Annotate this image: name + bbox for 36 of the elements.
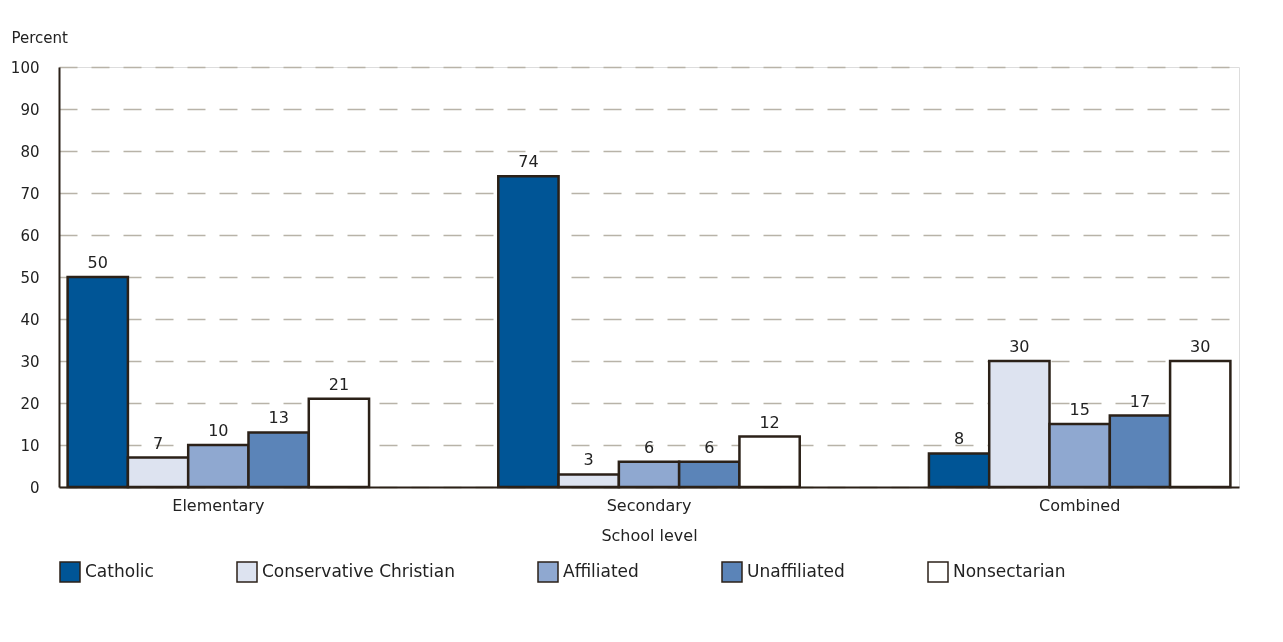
data-label: 3 <box>583 450 594 470</box>
x-tick-label: Combined <box>1039 495 1121 515</box>
data-label: 74 <box>518 152 539 172</box>
legend-label: Conservative Christian <box>262 561 455 581</box>
y-tick-label: 70 <box>20 184 40 203</box>
y-tick-label: 40 <box>20 310 40 329</box>
x-axis-title: School level <box>601 525 698 545</box>
x-tick-label: Secondary <box>606 495 692 515</box>
y-axis-title: Percent <box>11 28 69 47</box>
y-tick-label: 80 <box>20 142 40 161</box>
data-label: 21 <box>328 374 350 394</box>
data-label: 6 <box>704 437 715 457</box>
data-label: 30 <box>1009 337 1030 356</box>
legend-label: Nonsectarian <box>953 561 1066 581</box>
x-tick-label: Elementary <box>172 495 265 515</box>
y-tick-label: 100 <box>10 58 40 77</box>
legend-label: Unaffiliated <box>747 561 845 581</box>
data-label: 12 <box>759 412 780 432</box>
legend-label: Catholic <box>85 561 154 581</box>
y-tick-label: 20 <box>20 394 40 413</box>
data-label: 6 <box>643 437 655 457</box>
data-label: 8 <box>953 429 965 449</box>
y-tick-label: 10 <box>20 436 40 455</box>
legend-label: Affiliated <box>563 561 639 581</box>
data-label: 13 <box>268 408 289 428</box>
y-tick-label: 50 <box>20 268 40 287</box>
data-label: 30 <box>1190 337 1211 356</box>
y-tick-label: 30 <box>20 352 40 371</box>
data-label: 7 <box>152 433 164 453</box>
y-tick-label: 90 <box>20 100 40 119</box>
y-tick-label: 60 <box>20 226 40 245</box>
data-label: 10 <box>208 421 229 440</box>
data-label: 17 <box>1129 391 1151 411</box>
y-tick-label: 0 <box>29 478 40 497</box>
data-label: 50 <box>87 253 108 272</box>
data-label: 15 <box>1069 400 1090 419</box>
